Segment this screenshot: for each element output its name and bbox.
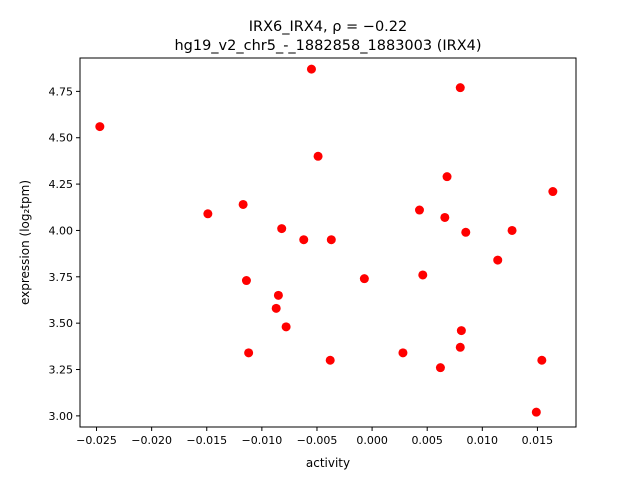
data-point — [531, 407, 541, 417]
data-point — [414, 205, 424, 215]
x-axis: −0.025 −0.020 −0.015 −0.010 −0.005 0.000 0.005… — [76, 427, 553, 447]
plot-area — [79, 57, 577, 428]
data-point — [456, 326, 466, 336]
data-point — [359, 274, 369, 284]
data-point — [442, 172, 452, 182]
y-tick-label: 4.50 — [49, 132, 74, 145]
data-point — [461, 227, 471, 237]
data-points — [95, 64, 558, 417]
x-tick-label: −0.020 — [131, 434, 172, 447]
y-tick-label: 3.00 — [49, 410, 74, 423]
chart-subtitle: hg19_v2_chr5_-_1882858_1883003 (IRX4) — [174, 38, 481, 54]
x-tick-label: 0.000 — [356, 434, 388, 447]
data-point — [537, 355, 547, 365]
chart-title: IRX6_IRX4, ρ = −0.22 — [249, 19, 408, 35]
y-axis: 3.00 3.25 3.50 3.75 4.00 4.25 4.50 4.75 — [49, 85, 80, 423]
data-point — [493, 255, 503, 265]
y-tick-label: 4.25 — [49, 178, 74, 191]
y-tick-label: 4.00 — [49, 224, 74, 237]
data-point — [271, 303, 281, 313]
x-tick-label: −0.010 — [242, 434, 283, 447]
y-axis-label: expression (log₂tpm) — [18, 180, 32, 305]
data-point — [455, 83, 465, 93]
y-tick-label: 4.75 — [49, 85, 74, 98]
data-point — [548, 187, 558, 197]
data-point — [325, 355, 335, 365]
data-point — [244, 348, 254, 358]
x-tick-label: 0.005 — [411, 434, 443, 447]
x-axis-label: activity — [306, 456, 350, 470]
x-tick-label: 0.010 — [467, 434, 499, 447]
data-point — [95, 122, 105, 132]
x-tick-label: −0.005 — [297, 434, 338, 447]
data-point — [507, 225, 517, 235]
data-point — [281, 322, 291, 332]
y-tick-label: 3.25 — [49, 364, 74, 377]
y-tick-label: 3.75 — [49, 271, 74, 284]
x-tick-label: −0.015 — [186, 434, 227, 447]
data-point — [398, 348, 408, 358]
data-point — [455, 342, 465, 352]
data-point — [418, 270, 428, 280]
data-point — [326, 235, 336, 245]
y-tick-label: 3.50 — [49, 317, 74, 330]
axes-frame — [79, 57, 577, 428]
data-point — [277, 224, 287, 234]
data-point — [241, 276, 251, 286]
x-tick-label: 0.015 — [522, 434, 554, 447]
data-point — [299, 235, 309, 245]
data-point — [203, 209, 213, 219]
data-point — [435, 363, 445, 373]
data-point — [440, 212, 450, 222]
data-point — [238, 199, 248, 209]
x-tick-label: −0.025 — [76, 434, 117, 447]
data-point — [306, 64, 316, 74]
data-point — [313, 151, 323, 161]
data-point — [273, 290, 283, 300]
